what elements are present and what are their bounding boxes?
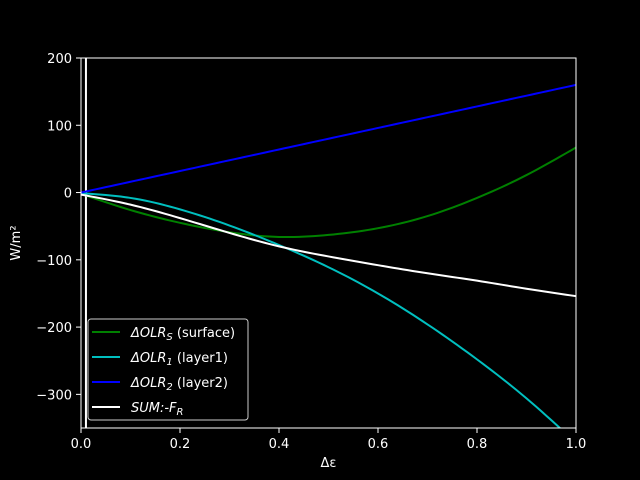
x-tick-label: 1.0 [566, 437, 587, 452]
x-tick-label: 0.6 [368, 437, 389, 452]
series-line-0 [81, 146, 576, 239]
plot-lines [81, 58, 576, 428]
legend-entry-subscript: 2 [166, 382, 172, 393]
legend-entry-main: ΔOLR [130, 376, 166, 391]
x-tick-label: 0.4 [269, 437, 290, 452]
x-tick-label: 0.0 [71, 437, 92, 452]
legend-entry-suffix: (layer2) [173, 376, 228, 391]
y-axis-label: W/m² [9, 225, 24, 260]
y-tick-label: 100 [47, 119, 72, 134]
y-tick-label: −200 [36, 321, 72, 336]
series-line-3 [81, 193, 576, 298]
y-axis-ticks: 200 100 0 −100 −200 −300 [36, 52, 81, 403]
legend-entry-subscript: S [166, 332, 173, 343]
legend-entry: ΔOLR1 (layer1) [130, 351, 228, 368]
x-tick-label: 0.2 [170, 437, 191, 452]
legend-entry: SUM:-FR [131, 401, 184, 418]
y-tick-label: 0 [64, 187, 72, 202]
x-tick-label: 0.8 [467, 437, 488, 452]
legend-entry-subscript: 1 [166, 357, 172, 368]
legend-entry: ΔOLR2 (layer2) [130, 376, 228, 393]
axes-frame [80, 57, 577, 429]
legend-box [87, 318, 249, 421]
legend-entry-subscript: R [177, 407, 184, 418]
series-line-2 [81, 83, 576, 194]
legend: ΔOLRS (surface)ΔOLR1 (layer1)ΔOLR2 (laye… [87, 318, 249, 421]
legend-entry-main: ΔOLR [130, 351, 166, 366]
legend-entry-main: ΔOLR [130, 326, 166, 341]
y-tick-label: −100 [36, 254, 72, 269]
y-tick-label: −300 [36, 388, 72, 403]
series-line-1 [81, 192, 562, 428]
y-tick-label: 200 [47, 52, 72, 67]
legend-entry: ΔOLRS (surface) [130, 326, 235, 343]
legend-entry-main: SUM:-F [131, 401, 177, 416]
x-axis-label: Δε [321, 456, 337, 471]
legend-entry-suffix: (layer1) [173, 351, 228, 366]
x-axis-ticks: 0.0 0.2 0.4 0.6 0.8 1.0 [71, 428, 587, 452]
legend-entry-suffix: (surface) [173, 326, 235, 341]
